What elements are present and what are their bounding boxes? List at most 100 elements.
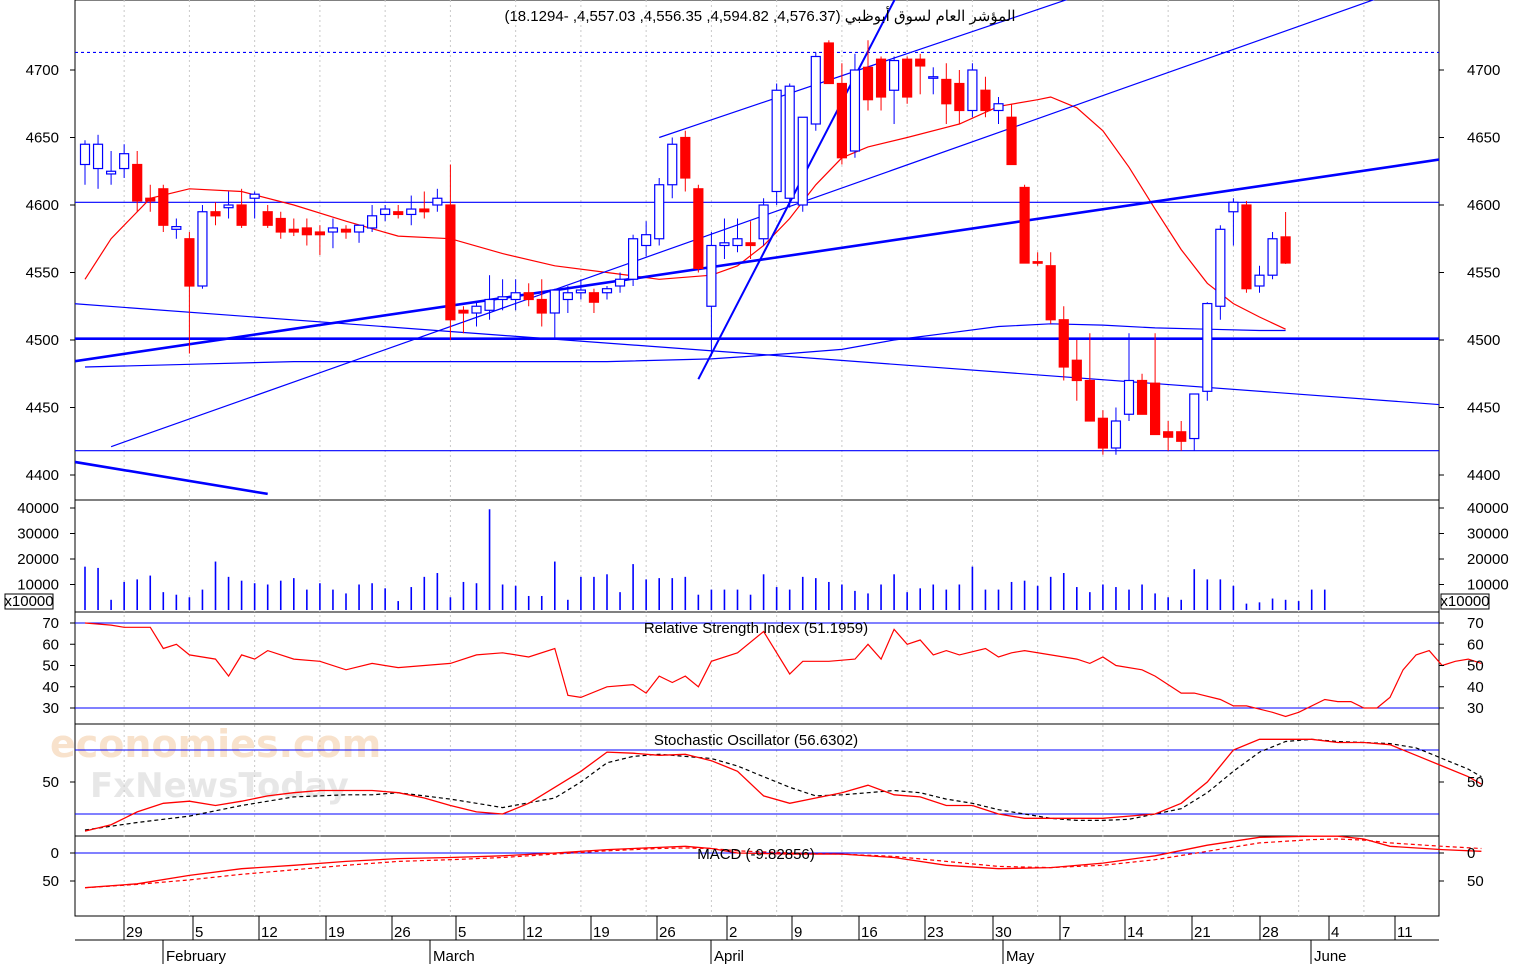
candle-body-31 bbox=[484, 298, 495, 311]
trendline-3 bbox=[75, 460, 268, 496]
candle-body-5 bbox=[145, 197, 156, 202]
candle-body-68 bbox=[967, 69, 978, 112]
candle-body-81 bbox=[1136, 379, 1148, 415]
candle-body-70 bbox=[993, 103, 1004, 112]
candle-body-35 bbox=[536, 298, 547, 314]
tick-label-right-rsi-40: 40 bbox=[1467, 679, 1484, 696]
trendline-2 bbox=[75, 303, 1439, 406]
x-day-label-11: 16 bbox=[861, 924, 878, 941]
candle-body-78 bbox=[1097, 417, 1109, 449]
candle-body-20 bbox=[340, 228, 352, 233]
tick-label-left-price-4650: 4650 bbox=[26, 130, 59, 147]
tick-label-left-volume-20000: 20000 bbox=[17, 551, 59, 568]
tick-label-left-rsi-50: 50 bbox=[42, 658, 59, 675]
x-day-label-1: 5 bbox=[195, 924, 203, 941]
tick-label-left-price-4700: 4700 bbox=[26, 62, 59, 79]
candle-body-72 bbox=[1019, 186, 1030, 264]
candle-body-47 bbox=[693, 188, 704, 270]
candle-body-49 bbox=[719, 242, 730, 247]
candle-body-15 bbox=[275, 217, 286, 233]
tick-label-right-price-4650: 4650 bbox=[1467, 130, 1500, 147]
candle-body-48 bbox=[706, 244, 717, 307]
candle-body-32 bbox=[497, 296, 508, 301]
candlesticks bbox=[79, 40, 1291, 455]
candle-body-60 bbox=[862, 66, 874, 101]
x-month-label-2: April bbox=[714, 948, 744, 964]
tick-label-left-volume-30000: 30000 bbox=[17, 526, 59, 543]
macd-title: MACD (-9.82856) bbox=[697, 846, 815, 863]
x-day-label-18: 4 bbox=[1331, 924, 1339, 941]
macd-panel-frame bbox=[74, 835, 1440, 917]
tick-label-right-price-4550: 4550 bbox=[1467, 265, 1500, 282]
x-day-label-7: 19 bbox=[593, 924, 610, 941]
candle-body-3 bbox=[119, 153, 130, 170]
tick-label-left-price-4400: 4400 bbox=[26, 467, 59, 484]
candle-body-23 bbox=[380, 208, 391, 216]
tick-label-left-rsi-60: 60 bbox=[42, 636, 59, 653]
stochastic-title: Stochastic Oscillator (56.6302) bbox=[654, 732, 858, 749]
tick-label-left-price-4500: 4500 bbox=[26, 332, 59, 349]
candle-body-14 bbox=[262, 211, 273, 226]
candle-body-89 bbox=[1241, 204, 1252, 290]
panel-frames bbox=[74, 0, 1440, 917]
candle-body-66 bbox=[941, 78, 952, 105]
x-day-label-2: 12 bbox=[261, 924, 278, 941]
tick-label-right-stoch-50: 50 bbox=[1467, 774, 1484, 791]
trendline-0 bbox=[75, 158, 1439, 363]
x-day-label-4: 26 bbox=[394, 924, 411, 941]
candle-body-41 bbox=[614, 278, 626, 287]
candle-body-13 bbox=[249, 193, 260, 199]
candle-body-25 bbox=[406, 208, 417, 216]
candle-body-12 bbox=[236, 204, 247, 226]
indicators bbox=[75, 622, 1482, 889]
rsi-line bbox=[84, 622, 1482, 718]
tick-label-left-rsi-70: 70 bbox=[42, 615, 59, 632]
x-day-label-19: 11 bbox=[1397, 924, 1413, 941]
tick-label-right-macd-50: 50 bbox=[1467, 873, 1484, 890]
candle-body-2 bbox=[105, 170, 117, 175]
x-day-label-13: 30 bbox=[995, 924, 1012, 941]
candle-body-52 bbox=[758, 204, 769, 240]
x-day-label-15: 14 bbox=[1127, 924, 1144, 941]
macd-signal-line bbox=[84, 838, 1482, 889]
candle-body-69 bbox=[980, 89, 991, 112]
candle-body-62 bbox=[888, 59, 900, 91]
volume-unit-label-right: x10000 bbox=[1440, 593, 1489, 610]
x-month-label-3: May bbox=[1006, 948, 1035, 964]
tick-label-left-macd-0: 0 bbox=[51, 845, 59, 862]
candle-body-44 bbox=[654, 184, 665, 240]
candle-body-67 bbox=[954, 82, 965, 112]
chart-title: المؤشر العام لسوق أبوظبي (4,576.37, 4,59… bbox=[504, 6, 1015, 25]
x-day-label-3: 19 bbox=[328, 924, 345, 941]
candle-body-53 bbox=[771, 89, 782, 193]
candle-body-86 bbox=[1202, 302, 1213, 392]
candle-body-80 bbox=[1123, 379, 1135, 415]
volume-unit-box-left bbox=[4, 593, 54, 610]
tick-label-right-price-4700: 4700 bbox=[1467, 62, 1500, 79]
volume-unit-label-left: x10000 bbox=[4, 593, 53, 610]
candle-body-76 bbox=[1071, 359, 1082, 382]
candle-body-61 bbox=[875, 58, 887, 98]
tick-label-left-rsi-40: 40 bbox=[42, 679, 59, 696]
tick-label-left-volume-10000: 10000 bbox=[17, 577, 59, 594]
candle-body-21 bbox=[353, 224, 365, 233]
candle-body-71 bbox=[1006, 116, 1017, 166]
tick-label-left-volume-40000: 40000 bbox=[17, 500, 59, 517]
watermark-line1: economies.com bbox=[50, 722, 381, 766]
candle-body-17 bbox=[301, 227, 312, 236]
tick-label-left-rsi-30: 30 bbox=[42, 700, 59, 717]
candle-body-59 bbox=[849, 69, 861, 152]
candle-body-11 bbox=[223, 204, 234, 209]
price-overlay bbox=[75, 0, 1439, 496]
volume-unit-box-right bbox=[1440, 593, 1490, 610]
candle-body-28 bbox=[445, 204, 456, 321]
x-day-label-8: 26 bbox=[659, 924, 676, 941]
tick-label-left-macd-50: 50 bbox=[42, 873, 59, 890]
tick-label-right-volume-40000: 40000 bbox=[1467, 500, 1509, 517]
candle-body-75 bbox=[1058, 319, 1069, 368]
candle-body-37 bbox=[562, 292, 573, 301]
x-day-label-10: 9 bbox=[794, 924, 802, 941]
candle-body-87 bbox=[1215, 228, 1226, 307]
candle-body-46 bbox=[680, 136, 691, 179]
